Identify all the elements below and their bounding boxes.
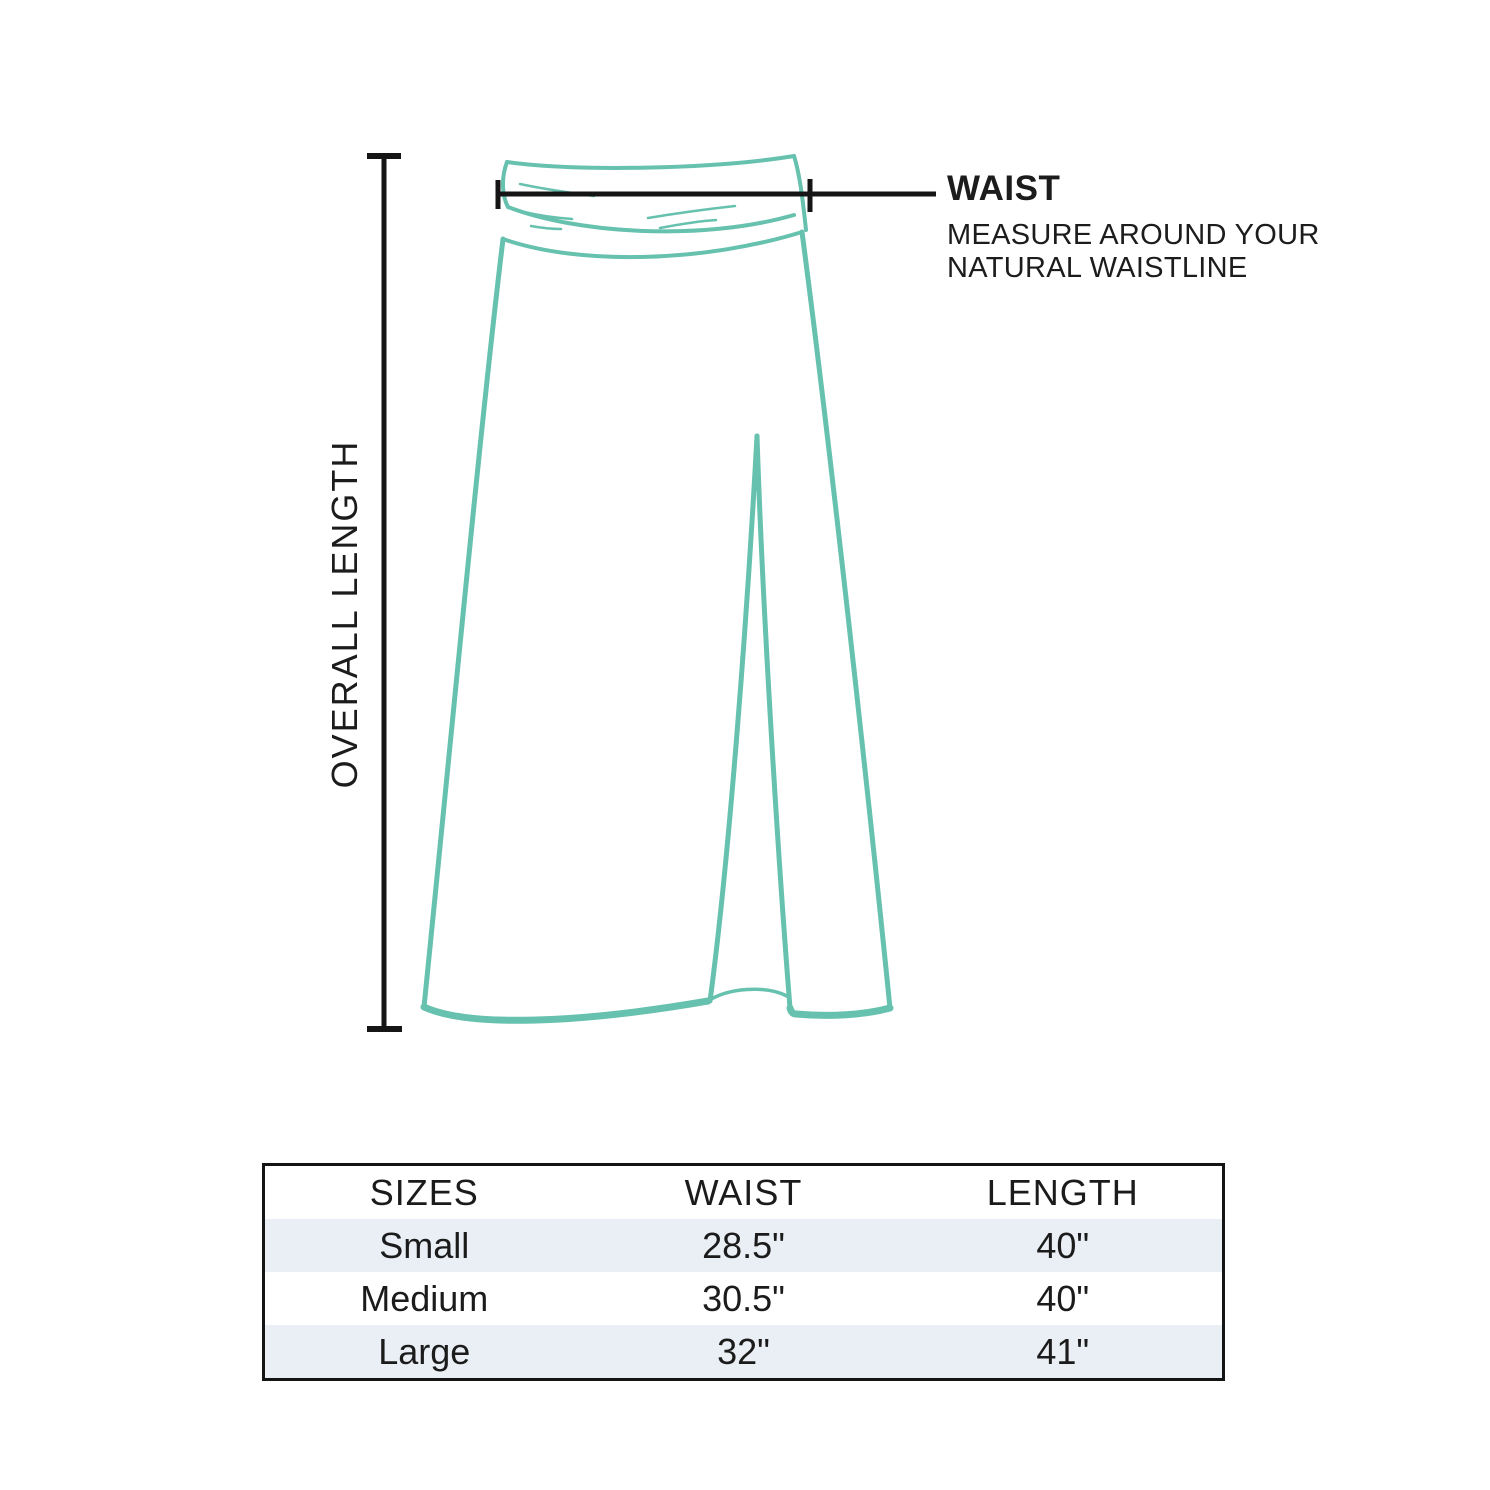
waistband-top-edge bbox=[505, 154, 796, 170]
waist-measure-line bbox=[495, 179, 936, 212]
waist-cell: 32" bbox=[717, 1330, 770, 1372]
waist-description: MEASURE AROUND YOUR NATURAL WAISTLINE bbox=[947, 219, 1387, 285]
waistband-wrinkle bbox=[529, 224, 563, 231]
waist-cell: 28.5" bbox=[702, 1224, 785, 1266]
size-table-row-medium: Medium 30.5" 40" bbox=[264, 1272, 1224, 1325]
waist-label: WAIST bbox=[947, 169, 1061, 208]
skirt-illustration bbox=[420, 154, 894, 1024]
size-cell: Medium bbox=[360, 1277, 489, 1319]
overall-length-measure-line bbox=[367, 153, 402, 1032]
waistband-right-end bbox=[792, 154, 808, 232]
size-table-row-small: Small 28.5" 40" bbox=[263, 1219, 1224, 1272]
size-table-header-row: SIZES WAIST LENGTH bbox=[264, 1165, 1224, 1220]
waistband-bottom-edge bbox=[506, 205, 796, 234]
back-panel-hem bbox=[786, 1004, 894, 1019]
slit-left-edge bbox=[707, 433, 760, 1004]
skirt-left-edge bbox=[421, 236, 506, 1010]
size-cell: Large bbox=[378, 1330, 471, 1372]
waist-label-block: WAIST MEASURE AROUND YOUR NATURAL WAISTL… bbox=[947, 169, 1387, 285]
slit-gap-hem bbox=[706, 987, 789, 1003]
waistband-left-end bbox=[501, 160, 510, 209]
front-hem bbox=[420, 997, 712, 1024]
length-cell: 41" bbox=[1036, 1330, 1090, 1372]
waistband-seam bbox=[501, 230, 804, 260]
skirt-right-edge bbox=[799, 229, 893, 1011]
slit-right-edge bbox=[754, 433, 793, 1011]
size-table-row-large: Large 32" 41" bbox=[263, 1325, 1224, 1380]
size-table-header-length: LENGTH bbox=[986, 1171, 1139, 1213]
size-table: SIZES WAIST LENGTH Small 28.5" 40" Mediu… bbox=[262, 1163, 1225, 1381]
length-cell: 40" bbox=[1036, 1277, 1090, 1319]
waist-description-line1: MEASURE AROUND YOUR bbox=[947, 219, 1320, 251]
waistband-wrinkle bbox=[658, 218, 718, 230]
size-table-header-sizes: SIZES bbox=[369, 1171, 479, 1213]
length-cell: 40" bbox=[1036, 1224, 1090, 1266]
waist-cell: 30.5" bbox=[702, 1277, 785, 1319]
overall-length-label: OVERALL LENGTH bbox=[324, 439, 365, 789]
size-table-header-waist: WAIST bbox=[684, 1171, 803, 1213]
waist-description-line2: NATURAL WAISTLINE bbox=[947, 252, 1248, 284]
waistband-wrinkle bbox=[646, 204, 737, 220]
waistband-wrinkle bbox=[522, 210, 574, 221]
size-cell: Small bbox=[379, 1224, 470, 1266]
